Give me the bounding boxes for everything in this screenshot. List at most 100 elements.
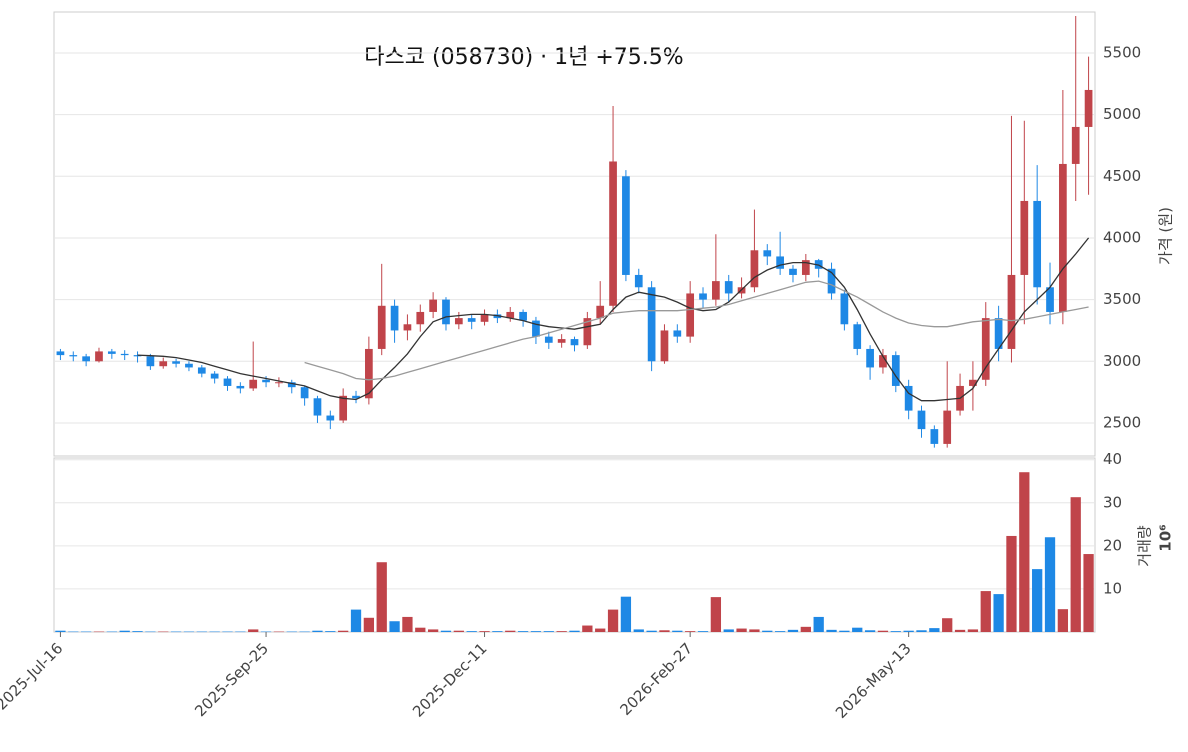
volume-bar <box>338 630 349 632</box>
volume-bar <box>749 629 760 632</box>
candle-body <box>686 293 695 337</box>
candle-body <box>622 176 630 275</box>
volume-bar <box>286 631 297 633</box>
x-tick-label: 2026-Feb-27 <box>617 639 697 719</box>
candle-body <box>313 398 322 416</box>
candle-body <box>1071 126 1080 164</box>
volume-bar <box>620 596 632 632</box>
candle-body <box>1007 274 1016 349</box>
y-tick-label: 3000 <box>1103 352 1141 370</box>
candle-body <box>840 293 849 325</box>
volume-bar <box>826 629 837 632</box>
volume-bar <box>967 629 979 632</box>
volume-bar <box>492 631 503 632</box>
candle-body <box>210 373 219 379</box>
candle-body <box>236 385 245 389</box>
volume-bar <box>209 631 220 633</box>
candle-body <box>442 299 450 325</box>
volume-bar <box>736 628 747 632</box>
volume-bar <box>1083 554 1094 632</box>
volume-bar <box>132 631 143 632</box>
moving-average-line <box>137 237 1090 402</box>
volume-bar <box>106 631 117 633</box>
y2-tick-label: 30 <box>1103 493 1122 511</box>
candle-body <box>917 410 926 430</box>
volume-bar <box>877 630 889 632</box>
volume-bar <box>672 630 683 632</box>
candle-body <box>95 351 103 362</box>
volume-bar <box>402 616 413 632</box>
candle-body <box>930 429 939 444</box>
volume-bar <box>466 631 477 632</box>
volume-bar <box>55 630 66 632</box>
volume-bar <box>453 630 464 632</box>
volume-bar <box>903 630 914 632</box>
candle-body <box>750 250 759 288</box>
y-tick-label: 5000 <box>1103 105 1141 123</box>
candle-body <box>172 361 180 364</box>
y2-unit: 10⁶ <box>1157 524 1175 551</box>
y2-tick-label: 10 <box>1103 579 1122 597</box>
volume-bar <box>864 630 876 632</box>
candle-body <box>416 311 425 325</box>
volume-bar <box>427 629 439 632</box>
x-tick-label: 2025-Dec-11 <box>409 639 490 720</box>
moving-average-line <box>304 280 1089 381</box>
volume-bar <box>607 609 619 632</box>
volume-bar <box>762 630 773 632</box>
y2-tick-label: 40 <box>1103 450 1122 468</box>
volume-bar <box>1070 497 1081 632</box>
volume-bar <box>235 631 246 633</box>
volume-bar <box>158 631 169 633</box>
candle-body <box>891 355 900 386</box>
candle-body <box>352 395 360 399</box>
candle-body <box>493 314 502 319</box>
volume-bar <box>556 631 567 632</box>
volume-bar <box>916 630 927 632</box>
volume-bar <box>80 631 92 633</box>
candle-body <box>159 361 168 367</box>
candle-body <box>981 318 990 380</box>
candle-body <box>467 318 476 322</box>
volume-panel <box>53 457 1096 633</box>
volume-bar <box>582 625 593 632</box>
volume-bar <box>697 631 709 632</box>
candle-body <box>763 250 772 257</box>
y2-axis-label: 거래량 <box>1136 525 1154 567</box>
candle-body <box>403 324 412 331</box>
volume-bar <box>633 629 644 632</box>
candle-body <box>390 305 399 331</box>
volume-bar <box>685 631 696 632</box>
candle-body <box>647 287 656 362</box>
volume-bar <box>93 631 105 633</box>
candle-body <box>801 260 810 275</box>
candle-body <box>943 410 952 444</box>
candle-body <box>120 353 129 356</box>
volume-bar <box>543 631 554 632</box>
volume-bar <box>260 631 272 633</box>
x-tick-label: 2025-Jul-16 <box>0 639 66 713</box>
chart-title: 다스코 (058730) · 1년 +75.5% <box>364 45 683 70</box>
candle-body <box>570 339 579 346</box>
volume-bar <box>813 616 824 632</box>
candle-body <box>377 305 386 349</box>
candle-body <box>699 293 707 300</box>
volume-bar <box>196 631 207 633</box>
volume-bar <box>774 631 786 632</box>
volume-bar <box>299 631 310 633</box>
y-tick-label: 4500 <box>1103 167 1141 185</box>
x-tick-label: 2026-May-13 <box>832 639 915 722</box>
volume-bar <box>145 631 156 633</box>
volume-bar <box>980 591 991 632</box>
candle-body <box>544 336 553 343</box>
candle-body <box>879 355 887 368</box>
y-tick-label: 4000 <box>1103 228 1141 246</box>
volume-bar <box>723 629 734 632</box>
volume-bar <box>646 630 657 632</box>
volume-bar <box>954 629 966 632</box>
candle-body <box>480 314 489 322</box>
candle-body <box>429 299 437 312</box>
volume-bar <box>68 631 79 633</box>
y2-tick-label: 20 <box>1103 536 1122 554</box>
